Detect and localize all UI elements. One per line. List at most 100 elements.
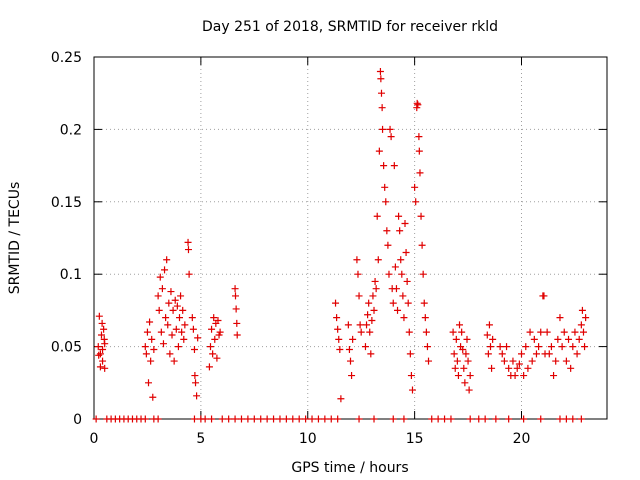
data-point [420,299,428,307]
data-point [170,357,178,365]
data-point [489,335,497,343]
data-point [421,314,429,322]
data-point [560,328,568,336]
data-point [164,321,172,329]
data-point [573,350,581,358]
data-point [289,415,297,423]
data-point [575,335,583,343]
data-point [382,198,390,206]
data-point [158,285,166,293]
data-point [414,101,422,109]
data-point [530,335,538,343]
data-point [520,415,528,423]
data-point [233,319,241,327]
data-point [520,372,528,380]
data-point [270,415,278,423]
data-point [97,331,105,339]
data-point [496,343,504,351]
data-point [571,328,579,336]
data-point [201,415,209,423]
data-point [95,312,103,320]
data-point [509,357,517,365]
data-point [157,328,165,336]
data-point [567,364,575,372]
data-point [321,415,329,423]
axis-ticks: 0 5 10 15 20 0 0.05 0.1 0.15 0.2 0.25 [51,50,607,447]
data-point [401,220,409,228]
data-point [100,335,108,343]
data-point [412,198,420,206]
data-point [454,372,462,380]
data-point [308,415,316,423]
data-point [463,335,471,343]
data-point [451,364,459,372]
data-point [511,372,519,380]
data-point [558,343,566,351]
data-point [582,314,590,322]
data-point [344,321,352,329]
data-point [532,350,540,358]
data-point [159,340,167,348]
data-point [218,415,226,423]
data-point [356,321,364,329]
y-axis-label: SRMTID / TECUs [7,182,23,295]
y-tick-label: 0.1 [60,267,82,283]
data-point [361,343,369,351]
data-point [483,331,491,339]
data-point [569,343,577,351]
data-point [505,364,513,372]
data-point [399,292,407,300]
data-point [487,343,495,351]
data-point [345,345,353,353]
data-point [295,415,303,423]
data-point [99,345,107,353]
data-point [232,305,240,313]
data-point [211,335,219,343]
data-point [500,357,508,365]
data-point [180,335,188,343]
data-point [384,241,392,249]
data-point [434,415,442,423]
data-point [537,328,545,336]
data-point [142,350,150,358]
grid-lines [94,57,607,419]
data-point [193,392,201,400]
data-point [417,212,425,220]
data-point [172,325,180,333]
data-point [174,343,182,351]
data-point [146,318,154,326]
data-point [386,125,394,133]
data-point [528,357,536,365]
data-point [189,325,197,333]
data-point [425,357,433,365]
data-point [400,415,408,423]
data-point [552,357,560,365]
data-point [565,335,573,343]
data-point [481,415,489,423]
data-point [205,363,213,371]
data-point [367,350,375,358]
data-point [411,183,419,191]
data-point [368,317,376,325]
data-point [554,335,562,343]
data-point [396,227,404,235]
data-point [165,299,173,307]
data-point [206,343,214,351]
data-point [98,319,106,327]
data-point [148,335,156,343]
data-point [369,292,377,300]
data-point [537,415,545,423]
data-point [379,125,387,133]
data-point [488,364,496,372]
data-point [377,75,385,83]
data-point [513,364,521,372]
data-point [101,364,109,372]
data-point [416,169,424,177]
data-point [422,328,430,336]
data-point [397,256,405,264]
data-point [391,263,399,271]
data-point [178,328,186,336]
data-point [213,354,221,362]
data-point [370,306,378,314]
